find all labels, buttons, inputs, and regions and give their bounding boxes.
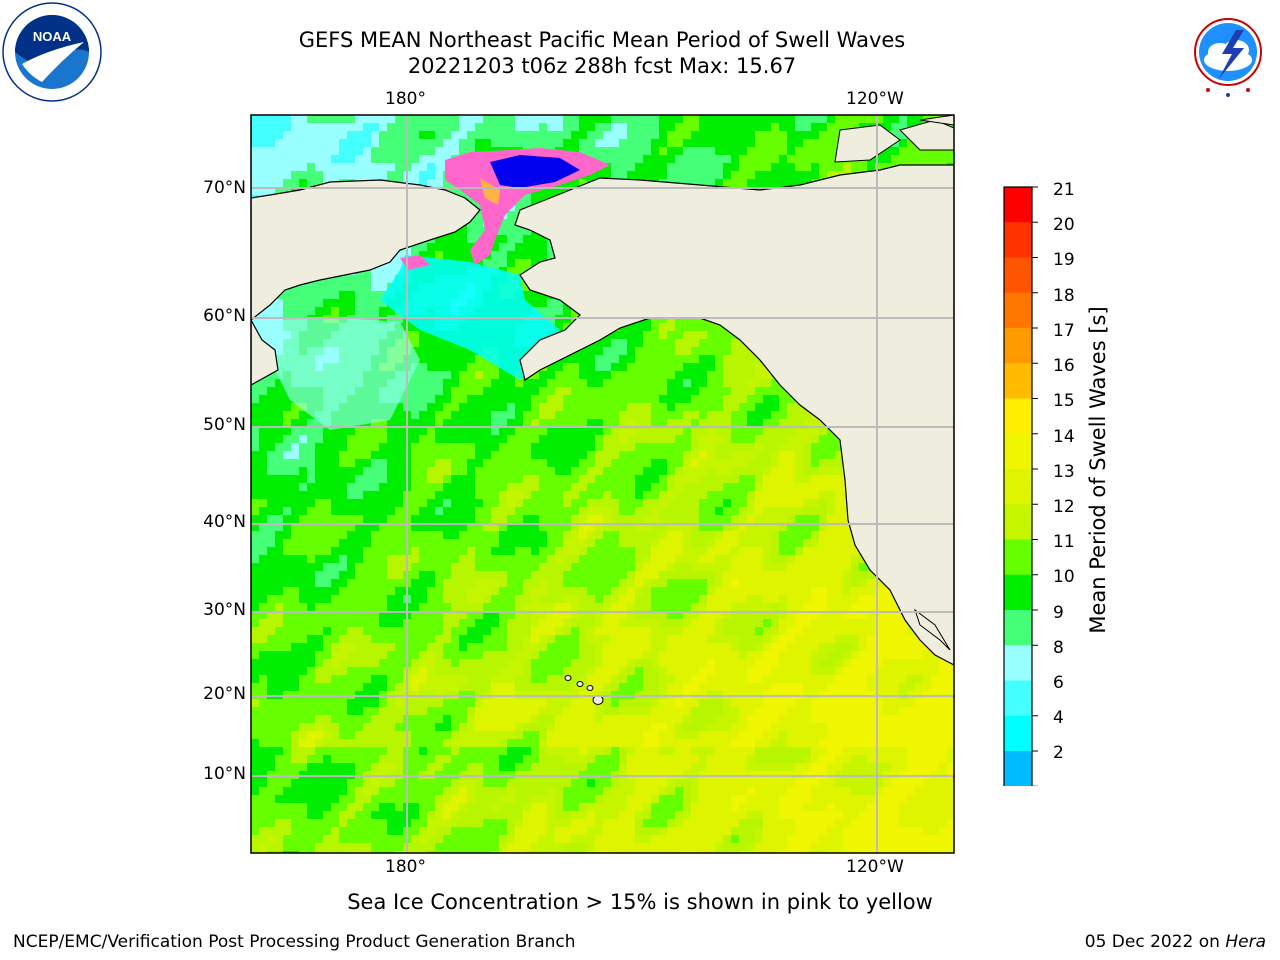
colorbar-segment: [1004, 433, 1032, 470]
hawaii-island: [586, 685, 594, 691]
cb-tick-6: 6: [1053, 673, 1064, 693]
colorbar-segment: [1004, 680, 1032, 717]
map-subtitle: 20221203 t06z 288h fcst Max: 15.67: [407, 54, 797, 78]
lon-label-top-180: 180°: [385, 89, 426, 109]
footer-credit: NCEP/EMC/Verification Post Processing Pr…: [13, 932, 576, 952]
colorbar-segment: [1004, 469, 1032, 505]
cb-tick-9: 9: [1053, 603, 1064, 623]
sea-ice-field: [400, 148, 610, 270]
colorbar-segment: [1004, 363, 1032, 399]
colorbar-title: Mean Period of Swell Waves [s]: [1086, 306, 1110, 634]
lat-label-70n: 70°N: [203, 178, 246, 198]
cb-tick-15: 15: [1053, 391, 1075, 411]
cb-tick-2: 2: [1053, 743, 1064, 763]
cb-tick-16: 16: [1053, 356, 1075, 376]
map-title: GEFS MEAN Northeast Pacific Mean Period …: [298, 28, 906, 52]
footer-date-text: 05 Dec 2022 on: [1084, 932, 1226, 952]
hawaii-island: [564, 675, 572, 681]
cb-tick-19: 19: [1053, 250, 1075, 270]
colorbar-segment: [1004, 187, 1032, 223]
colorbar-segment: [1004, 328, 1032, 364]
hawaii-island: [576, 681, 584, 687]
lat-label-50n: 50°N: [203, 415, 246, 435]
lat-label-30n: 30°N: [203, 600, 246, 620]
noaa-logo: NOAA: [2, 2, 102, 102]
lon-label-top-120w: 120°W: [846, 89, 904, 109]
lat-label-10n: 10°N: [203, 764, 246, 784]
footer-date: 05 Dec 2022 on Hera: [1085, 932, 1266, 952]
colorbar: [1003, 186, 1038, 786]
colorbar-segment: [1004, 398, 1032, 435]
lat-label-20n: 20°N: [203, 684, 246, 704]
colorbar-segment: [1004, 610, 1032, 646]
cb-tick-17: 17: [1053, 321, 1075, 341]
colorbar-segment: [1004, 504, 1032, 540]
cb-tick-4: 4: [1053, 708, 1064, 728]
cb-tick-21: 21: [1053, 180, 1075, 200]
cb-tick-13: 13: [1053, 462, 1075, 482]
colorbar-segment: [1004, 574, 1032, 611]
cb-tick-8: 8: [1053, 638, 1064, 658]
colorbar-segment: [1004, 222, 1032, 258]
cb-tick-11: 11: [1053, 532, 1075, 552]
lat-label-60n: 60°N: [203, 306, 246, 326]
colorbar-segment: [1004, 257, 1032, 294]
cb-tick-18: 18: [1053, 286, 1075, 306]
lat-label-40n: 40°N: [203, 512, 246, 532]
noaa-logo-text: NOAA: [33, 29, 72, 44]
graticule: [251, 115, 954, 853]
cb-tick-12: 12: [1053, 497, 1075, 517]
nws-logo: [1179, 3, 1277, 101]
lon-label-bottom-120w: 120°W: [846, 857, 904, 877]
colorbar-segment: [1004, 751, 1032, 786]
sea-ice-note: Sea Ice Concentration > 15% is shown in …: [347, 890, 933, 914]
cb-tick-20: 20: [1053, 215, 1075, 235]
cb-tick-14: 14: [1053, 427, 1075, 447]
colorbar-segment: [1004, 715, 1032, 752]
map-frame: [250, 114, 955, 854]
lon-label-bottom-180: 180°: [385, 857, 426, 877]
colorbar-segment: [1004, 539, 1032, 576]
colorbar-segment: [1004, 645, 1032, 681]
land-layer: [251, 115, 954, 705]
cb-tick-10: 10: [1053, 567, 1075, 587]
footer-host: Hera: [1225, 932, 1266, 952]
colorbar-segment: [1004, 292, 1032, 329]
